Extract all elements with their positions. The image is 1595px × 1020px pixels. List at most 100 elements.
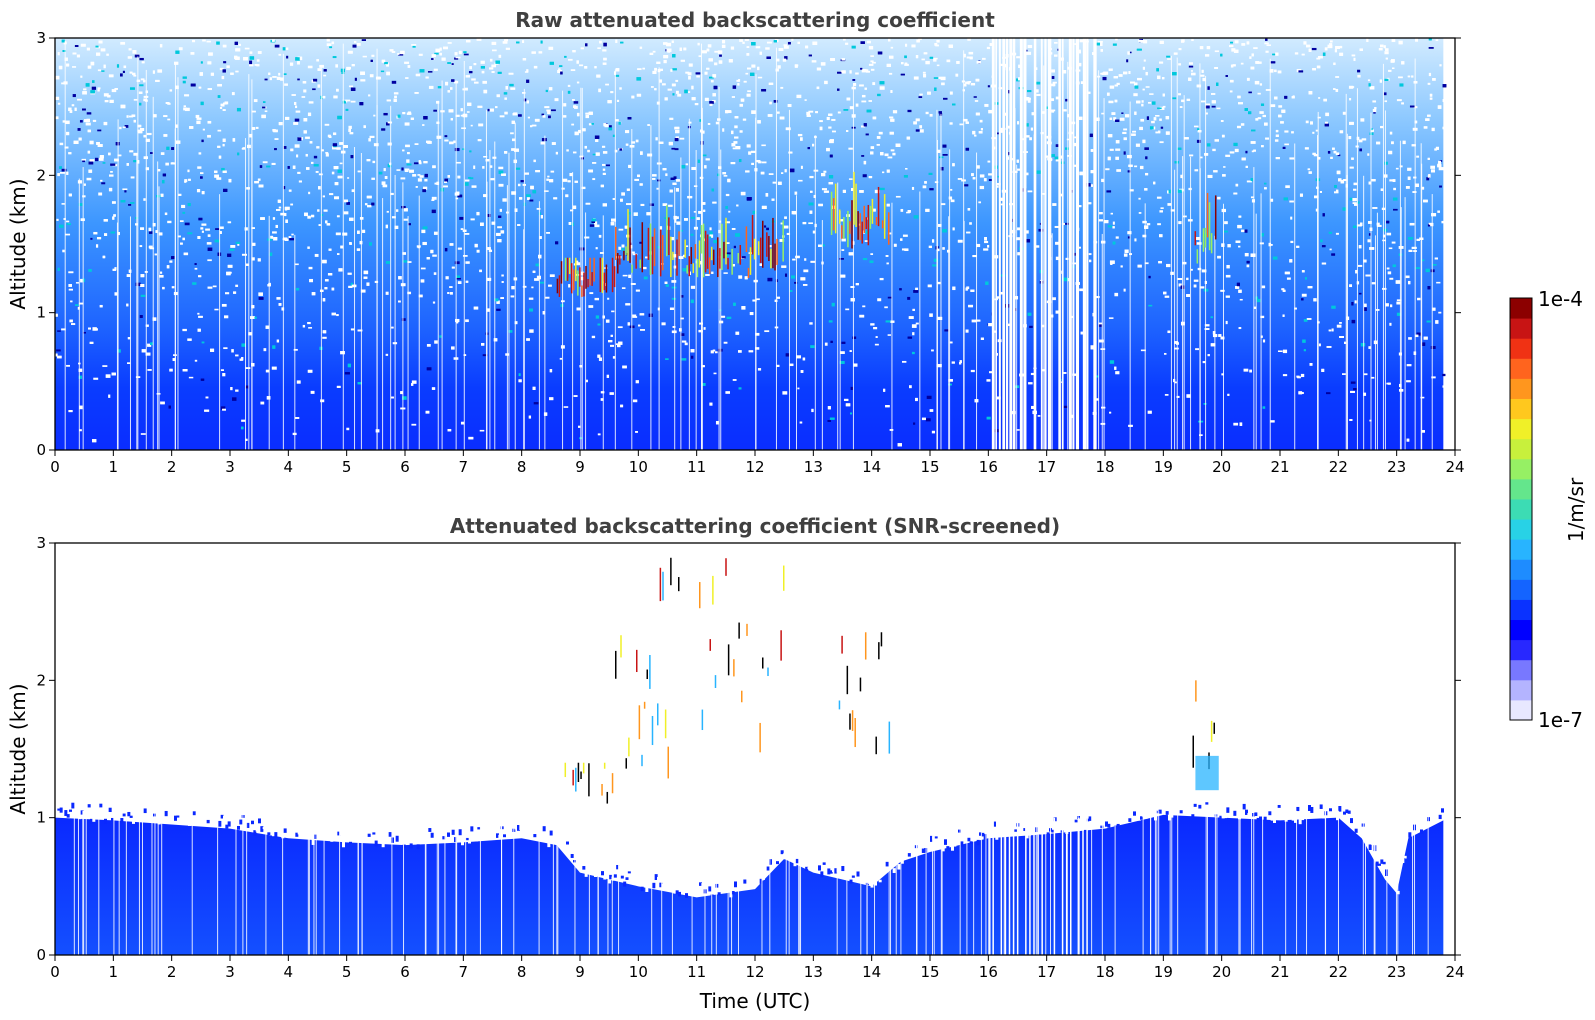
- noise-pixel: [1389, 131, 1393, 135]
- noise-pixel: [1321, 245, 1326, 248]
- noise-pixel: [314, 253, 319, 257]
- noise-pixel: [516, 41, 520, 44]
- noise-pixel: [187, 232, 193, 235]
- noise-pixel: [134, 54, 140, 58]
- noise-pixel: [1227, 244, 1231, 248]
- noise-pixel: [784, 273, 788, 277]
- noise-pixel: [1284, 95, 1288, 99]
- noise-pixel: [1427, 223, 1431, 227]
- noise-pixel: [1229, 90, 1233, 93]
- noise-pixel: [1322, 52, 1326, 56]
- noise-pixel: [578, 129, 582, 133]
- noise-pixel: [661, 322, 666, 326]
- noise-pixel: [252, 242, 256, 246]
- noise-pixel: [481, 70, 485, 74]
- noise-pixel: [149, 245, 153, 248]
- noise-pixel: [828, 126, 832, 129]
- noise-pixel: [1134, 165, 1138, 168]
- noise-pixel: [886, 63, 891, 67]
- noise-pixel: [549, 397, 554, 401]
- noise-pixel: [1026, 51, 1032, 55]
- noise-pixel: [1329, 43, 1333, 45]
- noise-pixel: [147, 343, 152, 347]
- noise-pixel: [332, 56, 337, 59]
- noise-pixel: [1103, 71, 1109, 75]
- noise-pixel: [1202, 361, 1206, 364]
- noise-pixel: [740, 191, 746, 196]
- noise-pixel: [1407, 237, 1413, 240]
- noise-pixel: [530, 125, 533, 128]
- noise-pixel: [756, 159, 761, 163]
- noise-pixel: [1232, 64, 1236, 67]
- noise-pixel: [615, 119, 619, 122]
- noise-pixel: [1179, 106, 1183, 109]
- noise-pixel: [276, 76, 281, 80]
- noise-pixel: [1153, 181, 1156, 185]
- noise-pixel: [915, 287, 919, 291]
- noise-pixel: [665, 358, 669, 360]
- noise-pixel: [1195, 348, 1199, 351]
- noise-pixel: [1190, 268, 1193, 271]
- noise-pixel: [612, 356, 616, 359]
- noise-pixel: [718, 166, 722, 169]
- noise-pixel: [849, 70, 852, 74]
- noise-pixel: [1143, 40, 1148, 44]
- noise-pixel: [59, 166, 62, 169]
- noise-pixel: [1411, 75, 1414, 78]
- noise-pixel: [222, 373, 226, 377]
- noise-pixel: [879, 277, 884, 281]
- noise-pixel: [1324, 47, 1328, 51]
- noise-pixel: [200, 176, 203, 179]
- noise-pixel: [160, 193, 164, 197]
- noise-pixel: [1201, 269, 1207, 273]
- noise-pixel: [378, 171, 383, 175]
- noise-pixel: [784, 169, 787, 173]
- noise-pixel: [669, 307, 674, 311]
- noise-pixel: [691, 85, 694, 90]
- noise-pixel: [699, 322, 703, 325]
- noise-pixel: [362, 229, 366, 233]
- noise-pixel: [1393, 187, 1396, 191]
- noise-pixel: [68, 284, 72, 287]
- noise-pixel: [887, 296, 892, 299]
- noise-pixel: [1327, 150, 1331, 154]
- noise-pixel: [1045, 106, 1050, 109]
- noise-pixel: [266, 165, 271, 168]
- noise-pixel: [119, 126, 122, 130]
- noise-pixel: [1359, 222, 1363, 226]
- noise-pixel: [647, 153, 653, 157]
- noise-pixel: [913, 422, 916, 425]
- noise-pixel: [743, 80, 747, 83]
- noise-pixel: [92, 327, 97, 331]
- noise-pixel: [1304, 147, 1309, 150]
- noise-pixel: [802, 284, 808, 286]
- noise-pixel: [425, 410, 430, 414]
- noise-pixel: [281, 307, 285, 311]
- noise-pixel: [309, 278, 314, 283]
- noise-pixel: [1367, 239, 1371, 243]
- noise-pixel: [925, 111, 929, 115]
- noise-pixel: [1139, 126, 1143, 131]
- noise-pixel: [487, 277, 492, 281]
- noise-pixel: [308, 327, 313, 329]
- noise-pixel: [212, 285, 217, 288]
- noise-pixel: [1193, 279, 1199, 282]
- noise-pixel: [317, 84, 321, 88]
- noise-pixel: [1151, 120, 1155, 124]
- noise-pixel: [298, 180, 302, 183]
- noise-pixel: [145, 352, 151, 356]
- noise-pixel: [1194, 236, 1200, 240]
- noise-pixel: [396, 115, 399, 119]
- noise-pixel: [244, 47, 250, 50]
- noise-pixel: [1317, 157, 1321, 160]
- noise-pixel: [1055, 310, 1059, 314]
- noise-pixel: [952, 103, 956, 106]
- noise-pixel: [845, 403, 851, 407]
- noise-pixel: [831, 302, 835, 307]
- noise-pixel: [1338, 178, 1342, 182]
- noise-pixel: [201, 223, 207, 226]
- noise-pixel: [1335, 189, 1339, 193]
- noise-pixel: [732, 85, 737, 89]
- noise-pixel: [219, 231, 222, 234]
- noise-pixel: [564, 55, 567, 58]
